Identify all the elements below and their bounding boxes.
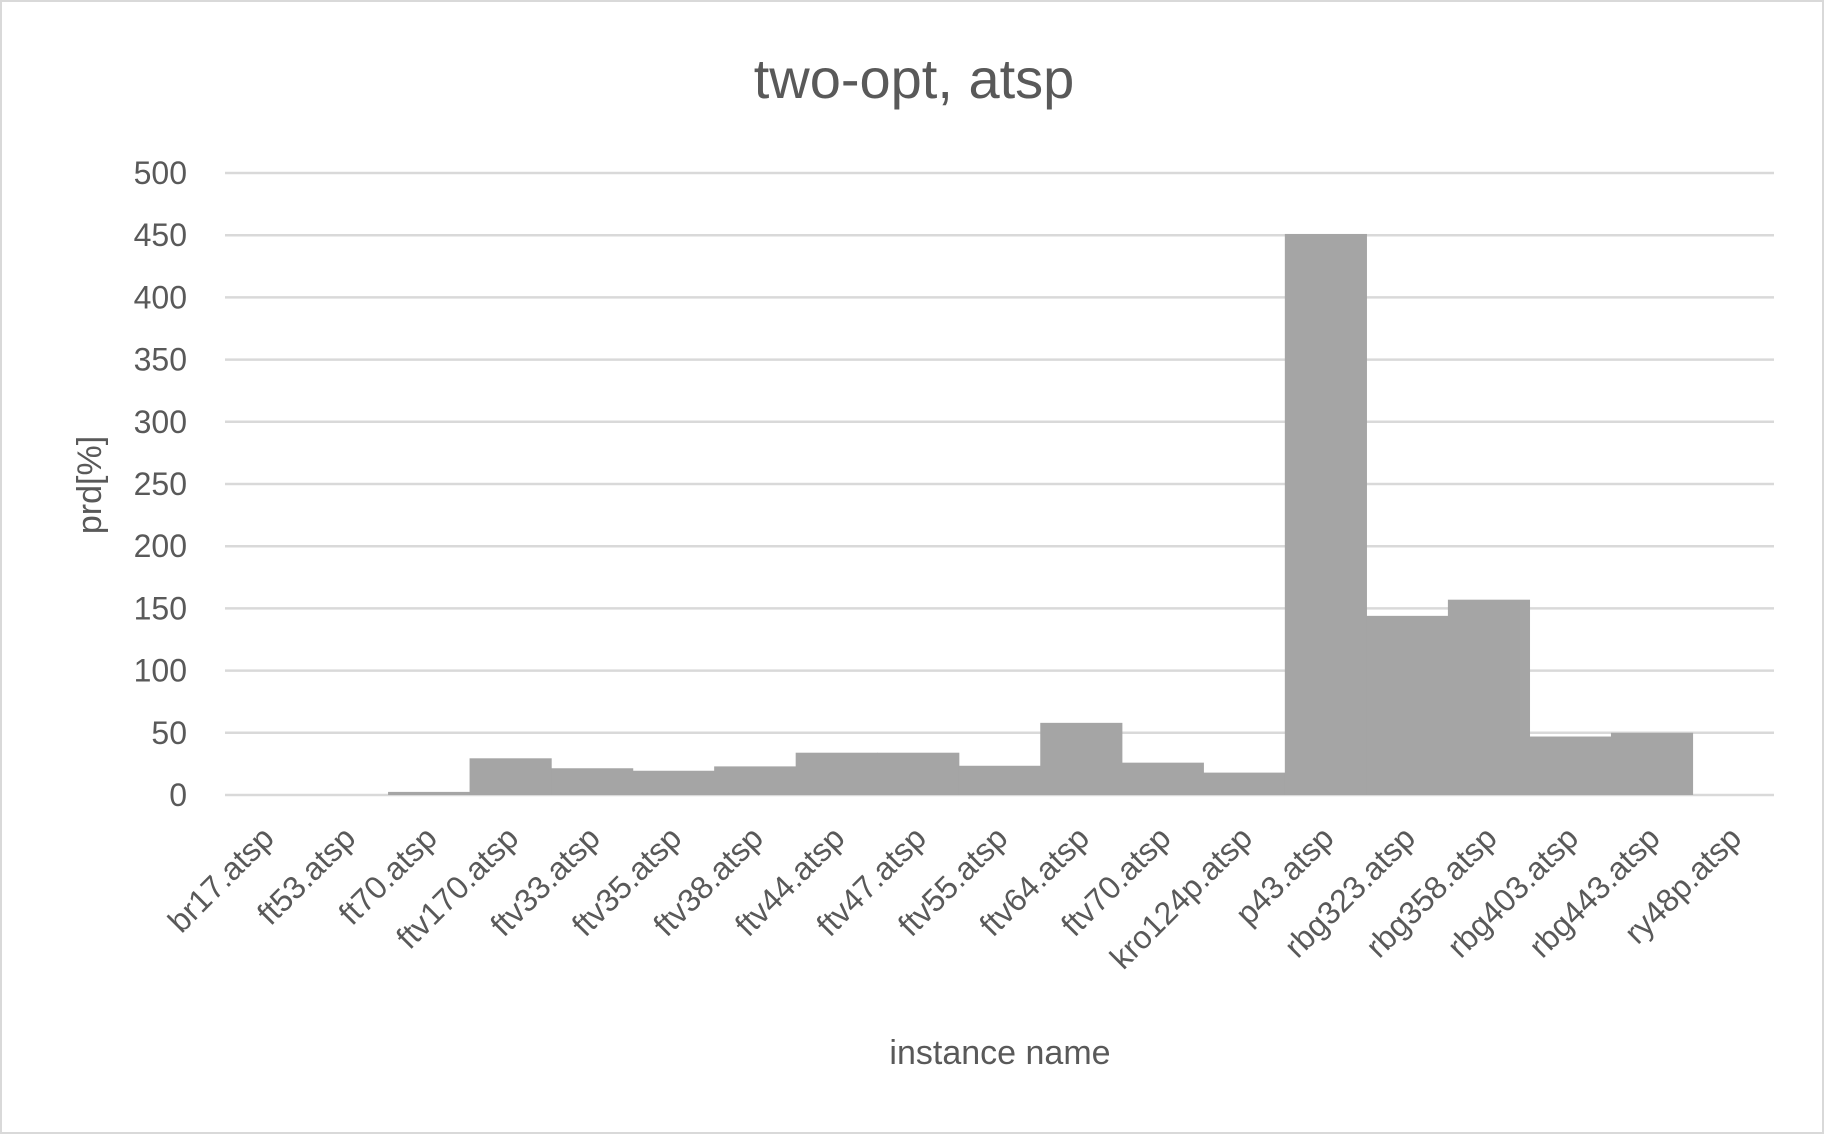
x-tick-label: br17.atsp: [161, 819, 281, 939]
bar-rbg358-atsp: [1447, 599, 1531, 795]
y-tick-label: 150: [134, 590, 187, 626]
y-tick-label: 400: [134, 279, 187, 315]
bars: [388, 233, 1694, 795]
bar-ftv64-atsp: [1040, 722, 1123, 795]
bar-kro124p-atsp: [1203, 772, 1286, 795]
bar-rbg323-atsp: [1366, 615, 1449, 795]
bar-ftv38-atsp: [714, 766, 797, 795]
bar-ftv47-atsp: [877, 752, 960, 795]
y-axis-ticks: 0 50 100 150 200 250 300 350 400 450 500: [134, 155, 187, 813]
y-tick-label: 450: [134, 217, 187, 253]
bar-ftv44-atsp: [795, 752, 878, 795]
bar-ftv33-atsp: [551, 768, 634, 795]
bar-ftv35-atsp: [632, 770, 715, 795]
x-axis-title: instance name: [889, 1034, 1110, 1072]
bar-ftv55-atsp: [958, 765, 1041, 795]
bar-ftv70-atsp: [1121, 762, 1204, 795]
x-axis-ticks: br17.atspft53.atspft70.atspftv170.atspft…: [161, 819, 1748, 975]
gridlines: [225, 171, 1774, 797]
y-tick-label: 350: [134, 342, 187, 378]
chart-title: two-opt, atsp: [754, 47, 1075, 110]
bar-rbg403-atsp: [1529, 736, 1612, 795]
y-tick-label: 300: [134, 404, 187, 440]
bar-p43-atsp: [1284, 233, 1367, 795]
y-tick-label: 200: [134, 528, 187, 564]
y-tick-label: 250: [134, 466, 187, 502]
bar-ftv170-atsp: [469, 758, 552, 795]
bar-ft70-atsp: [388, 791, 471, 795]
y-tick-label: 0: [169, 777, 187, 813]
y-tick-label: 100: [134, 653, 187, 689]
bar-rbg443-atsp: [1610, 732, 1694, 795]
y-axis-title: prd[%]: [71, 436, 109, 534]
y-tick-label: 500: [134, 155, 187, 191]
y-tick-label: 50: [151, 715, 187, 751]
